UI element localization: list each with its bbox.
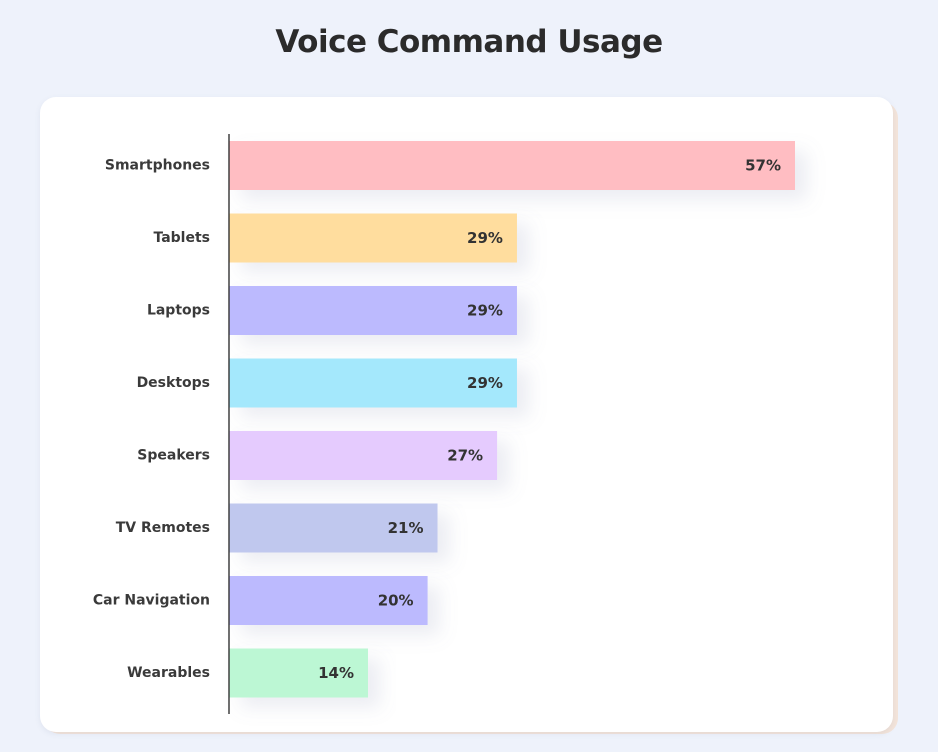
value-label-speakers: 27% bbox=[447, 447, 483, 465]
tick-labels-group: Smartphones Tablets Laptops Desktops Speaker… bbox=[93, 158, 210, 682]
tick-label-car-navigation: Car Navigation bbox=[93, 593, 210, 609]
bar-laptops bbox=[229, 286, 517, 335]
tick-label-laptops: Laptops bbox=[147, 303, 210, 319]
bar-speakers bbox=[229, 431, 498, 480]
tick-label-wearables: Wearables bbox=[127, 665, 210, 681]
chart-title: Voice Command Usage bbox=[275, 24, 663, 60]
value-label-desktops: 29% bbox=[467, 374, 503, 392]
value-label-car-navigation: 20% bbox=[378, 592, 414, 610]
tick-label-smartphones: Smartphones bbox=[105, 158, 210, 174]
value-label-smartphones: 57% bbox=[745, 157, 781, 175]
bar-desktops bbox=[229, 358, 517, 408]
value-label-laptops: 29% bbox=[467, 302, 503, 320]
value-label-wearables: 14% bbox=[318, 664, 354, 682]
tick-label-tablets: Tablets bbox=[153, 230, 210, 246]
tick-label-tv-remotes: TV Remotes bbox=[116, 520, 210, 536]
tick-label-desktops: Desktops bbox=[137, 375, 210, 391]
bar-smartphones bbox=[229, 141, 795, 190]
bar-car-navigation bbox=[229, 576, 428, 625]
bar-wearables bbox=[229, 648, 369, 698]
bar-tv-remotes bbox=[229, 503, 438, 553]
chart-card bbox=[40, 97, 893, 732]
tick-label-speakers: Speakers bbox=[137, 448, 210, 464]
bars-group bbox=[229, 141, 795, 698]
bar-tablets bbox=[229, 213, 517, 263]
value-label-tablets: 29% bbox=[467, 229, 503, 247]
value-labels-group: 57% 29% 29% 29% 27% 21% 20% 14% bbox=[318, 157, 781, 683]
value-label-tv-remotes: 21% bbox=[388, 519, 424, 537]
